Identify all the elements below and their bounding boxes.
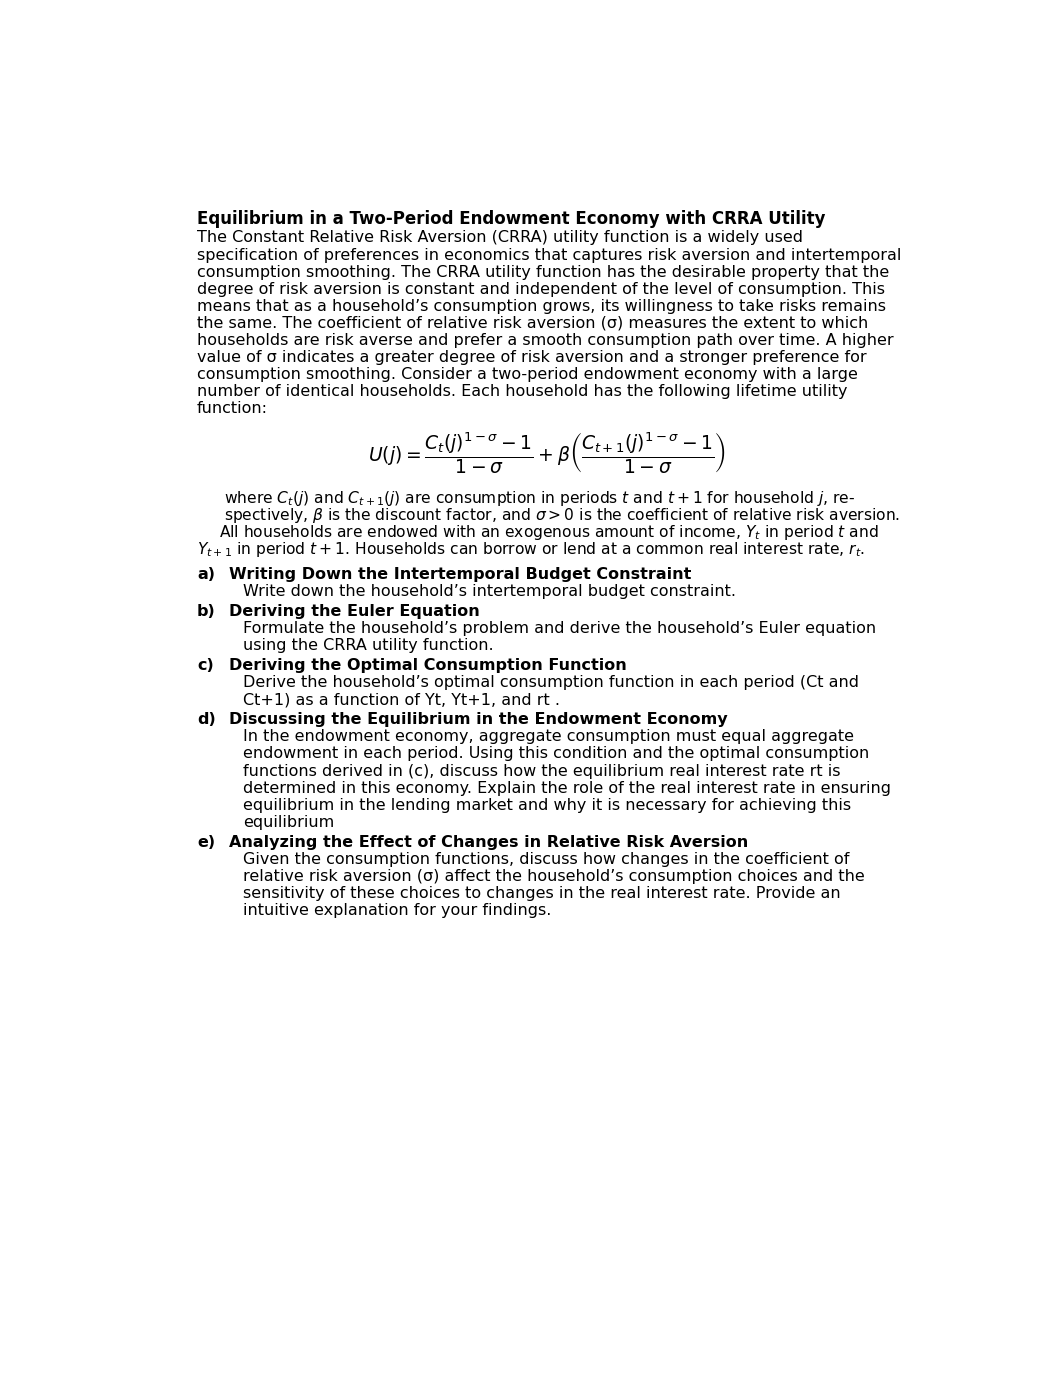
Text: Formulate the household’s problem and derive the household’s Euler equation: Formulate the household’s problem and de… <box>243 622 876 636</box>
Text: Deriving the Optimal Consumption Function: Deriving the Optimal Consumption Functio… <box>230 658 627 673</box>
Text: All households are endowed with an exogenous amount of income, $Y_t$ in period $: All households are endowed with an exoge… <box>219 523 878 542</box>
Text: Equilibrium in a Two-Period Endowment Economy with CRRA Utility: Equilibrium in a Two-Period Endowment Ec… <box>197 209 826 227</box>
Text: Writing Down the Intertemporal Budget Constraint: Writing Down the Intertemporal Budget Co… <box>230 567 692 583</box>
Text: Given the consumption functions, discuss how changes in the coefficient of: Given the consumption functions, discuss… <box>243 852 850 867</box>
Text: Derive the household’s optimal consumption function in each period (Ct and: Derive the household’s optimal consumpti… <box>243 675 859 690</box>
Text: e): e) <box>197 835 215 850</box>
Text: households are risk averse and prefer a smooth consumption path over time. A hig: households are risk averse and prefer a … <box>197 333 894 348</box>
Text: b): b) <box>197 604 216 619</box>
Text: where $C_t(j)$ and $C_{t+1}(j)$ are consumption in periods $t$ and $t + 1$ for h: where $C_t(j)$ and $C_{t+1}(j)$ are cons… <box>224 489 855 507</box>
Text: endowment in each period. Using this condition and the optimal consumption: endowment in each period. Using this con… <box>243 746 870 761</box>
Text: value of σ indicates a greater degree of risk aversion and a stronger preference: value of σ indicates a greater degree of… <box>197 350 867 365</box>
Text: Write down the household’s intertemporal budget constraint.: Write down the household’s intertemporal… <box>243 584 737 599</box>
Text: Discussing the Equilibrium in the Endowment Economy: Discussing the Equilibrium in the Endowm… <box>230 712 728 728</box>
Text: equilibrium: equilibrium <box>243 815 334 829</box>
Text: the same. The coefficient of relative risk aversion (σ) measures the extent to w: the same. The coefficient of relative ri… <box>197 316 868 330</box>
Text: specification of preferences in economics that captures risk aversion and intert: specification of preferences in economic… <box>197 248 901 262</box>
Text: equilibrium in the lending market and why it is necessary for achieving this: equilibrium in the lending market and wh… <box>243 797 851 813</box>
Text: relative risk aversion (σ) affect the household’s consumption choices and the: relative risk aversion (σ) affect the ho… <box>243 868 866 884</box>
Text: $Y_{t+1}$ in period $t + 1$. Households can borrow or lend at a common real inte: $Y_{t+1}$ in period $t + 1$. Households … <box>197 539 865 559</box>
Text: sensitivity of these choices to changes in the real interest rate. Provide an: sensitivity of these choices to changes … <box>243 887 840 901</box>
Text: degree of risk aversion is constant and independent of the level of consumption.: degree of risk aversion is constant and … <box>197 282 885 297</box>
Text: means that as a household’s consumption grows, its willingness to take risks rem: means that as a household’s consumption … <box>197 298 886 314</box>
Text: c): c) <box>197 658 214 673</box>
Text: d): d) <box>197 712 216 728</box>
Text: spectively, $\beta$ is the discount factor, and $\sigma > 0$ is the coefficient : spectively, $\beta$ is the discount fact… <box>224 506 900 524</box>
Text: consumption smoothing. Consider a two-period endowment economy with a large: consumption smoothing. Consider a two-pe… <box>197 367 857 382</box>
Text: In the endowment economy, aggregate consumption must equal aggregate: In the endowment economy, aggregate cons… <box>243 729 854 744</box>
Text: using the CRRA utility function.: using the CRRA utility function. <box>243 638 494 654</box>
Text: determined in this economy. Explain the role of the real interest rate in ensuri: determined in this economy. Explain the … <box>243 781 892 796</box>
Text: Deriving the Euler Equation: Deriving the Euler Equation <box>230 604 480 619</box>
Text: Ct+1) as a function of Yt, Yt+1, and rt .: Ct+1) as a function of Yt, Yt+1, and rt … <box>243 693 561 707</box>
Text: functions derived in (c), discuss how the equilibrium real interest rate rt is: functions derived in (c), discuss how th… <box>243 764 840 779</box>
Text: function:: function: <box>197 401 268 417</box>
Text: Analyzing the Effect of Changes in Relative Risk Aversion: Analyzing the Effect of Changes in Relat… <box>230 835 748 850</box>
Text: consumption smoothing. The CRRA utility function has the desirable property that: consumption smoothing. The CRRA utility … <box>197 265 889 280</box>
Text: The Constant Relative Risk Aversion (CRRA) utility function is a widely used: The Constant Relative Risk Aversion (CRR… <box>197 230 803 245</box>
Text: number of identical households. Each household has the following lifetime utilit: number of identical households. Each hou… <box>197 385 848 399</box>
Text: a): a) <box>197 567 215 583</box>
Text: $U(j) = \dfrac{C_t(j)^{1-\sigma} - 1}{1 - \sigma} + \beta \left( \dfrac{C_{t+1}(: $U(j) = \dfrac{C_t(j)^{1-\sigma} - 1}{1 … <box>368 431 726 477</box>
Text: intuitive explanation for your findings.: intuitive explanation for your findings. <box>243 903 551 919</box>
